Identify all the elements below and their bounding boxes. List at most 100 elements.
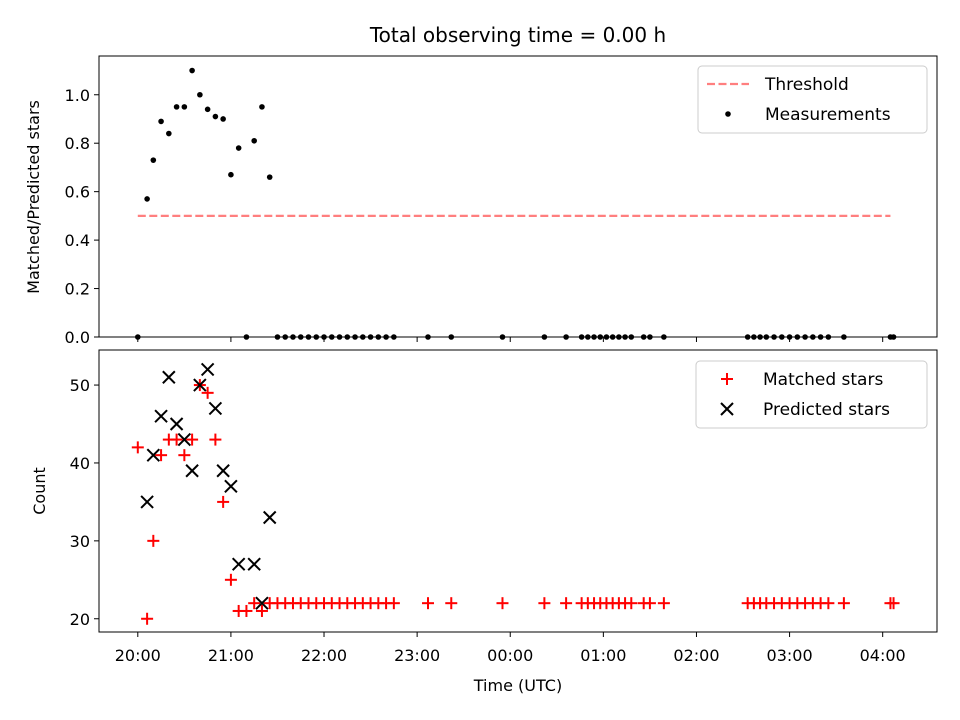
legend-measurements-marker — [725, 111, 731, 117]
count-legend: Matched stars Predicted stars — [695, 360, 928, 429]
measurement-point — [150, 157, 157, 163]
measurement-point — [189, 67, 195, 74]
measurement-point — [259, 104, 265, 110]
count-x-axis-label: Time (UTC) — [473, 676, 562, 695]
matched-star-point — [131, 441, 144, 454]
count-x-tick-label: 22:00 — [301, 646, 347, 665]
count-x-tick-label: 02:00 — [673, 646, 719, 665]
matched-star-point — [186, 433, 199, 446]
count-x-tick-label: 21:00 — [208, 646, 254, 665]
count-legend-box — [695, 360, 928, 429]
legend-threshold-label: Threshold — [764, 75, 849, 95]
measurement-point — [158, 118, 164, 125]
ratio-plot-frame — [98, 55, 938, 338]
measurement-point — [173, 104, 180, 110]
legend-predicted-label: Predicted stars — [763, 400, 890, 420]
count-y-tick-label: 50 — [70, 376, 90, 395]
count-y-tick-label: 40 — [70, 454, 90, 473]
measurement-point — [228, 171, 234, 178]
matched-star-point — [141, 612, 154, 625]
matched-star-point — [209, 433, 222, 446]
measurement-point — [204, 106, 211, 113]
predicted-star-point — [247, 557, 261, 571]
count-x-axis: 20:00 21:00 22:00 23:00 00:00 01:00 02:00 03:00… — [115, 632, 906, 665]
measurement-point — [251, 137, 257, 144]
predicted-star-point — [216, 464, 230, 478]
legend-matched-label: Matched stars — [763, 370, 883, 390]
ratio-y-tick-label: 0.2 — [65, 280, 90, 299]
matched-star-point — [201, 386, 214, 399]
ratio-legend-box — [697, 65, 928, 134]
predicted-star-point — [208, 401, 223, 416]
predicted-star-point — [193, 378, 207, 392]
top-chart-title: Total observing time = 0.00 h — [369, 23, 666, 47]
matched-star-point — [217, 495, 230, 508]
count-plot-frame — [98, 349, 938, 633]
ratio-y-tick-label: 1.0 — [65, 86, 90, 105]
predicted-star-point — [224, 479, 238, 494]
count-x-tick-label: 03:00 — [767, 646, 813, 665]
matched-star-point — [421, 597, 434, 610]
ratio-x-ticks — [137, 337, 884, 342]
ratio-y-tick-label: 0.6 — [65, 183, 90, 202]
count-panel: 20 30 40 50 20:00 21:00 22:00 23:00 00:00 01:00 0… — [30, 349, 938, 695]
matched-star-point — [170, 433, 183, 446]
matched-star-point — [387, 597, 400, 610]
count-y-tick-label: 30 — [70, 532, 90, 551]
legend-predicted-marker — [720, 402, 734, 416]
matched-star-point — [643, 597, 656, 610]
predicted-star-point — [162, 370, 176, 384]
matched-star-point — [445, 597, 458, 610]
count-y-tick-label: 20 — [70, 610, 90, 629]
measurement-point — [166, 130, 172, 137]
measurement-point — [212, 113, 219, 120]
matched-star-point — [837, 597, 850, 610]
predicted-star-point — [146, 448, 161, 462]
count-marks — [131, 362, 900, 625]
predicted-star-point — [231, 557, 246, 571]
matched-star-point — [625, 597, 638, 610]
ratio-panel: 0.0 0.2 0.4 0.6 0.8 1.0 Matched/Predicted sta… — [24, 55, 938, 347]
matched-star-point — [657, 597, 670, 610]
matched-star-point — [240, 604, 253, 617]
predicted-star-point — [200, 362, 215, 377]
predicted-star-point — [169, 417, 184, 431]
count-y-axis-label: Count — [30, 467, 49, 515]
predicted-star-point — [140, 495, 154, 509]
ratio-y-axis: 0.0 0.2 0.4 0.6 0.8 1.0 — [65, 86, 99, 347]
legend-measurements-label: Measurements — [765, 105, 891, 125]
count-x-tick-label: 23:00 — [394, 646, 440, 665]
measurement-point — [266, 174, 273, 180]
matched-star-point — [538, 597, 551, 610]
matched-star-point — [147, 534, 160, 547]
measurement-point — [235, 145, 242, 151]
matched-star-point — [560, 597, 573, 610]
predicted-star-point — [177, 432, 192, 447]
matched-star-point — [248, 597, 261, 610]
matched-star-point — [224, 573, 237, 586]
count-x-tick-label: 01:00 — [580, 646, 626, 665]
count-x-tick-label: 04:00 — [860, 646, 906, 665]
measurement-point — [197, 91, 203, 98]
predicted-star-point — [262, 510, 277, 525]
ratio-legend: Threshold Measurements — [697, 65, 928, 134]
count-x-tick-label: 20:00 — [115, 646, 161, 665]
matched-star-point — [155, 449, 168, 462]
matched-star-point — [496, 597, 509, 610]
matched-star-point — [178, 449, 191, 462]
ratio-y-axis-label: Matched/Predicted stars — [24, 100, 43, 294]
ratio-y-tick-label: 0.8 — [65, 134, 90, 153]
measurement-point — [181, 104, 188, 110]
measurement-point — [144, 196, 150, 202]
predicted-star-point — [154, 409, 168, 423]
measurement-point — [220, 116, 226, 122]
ratio-y-tick-label: 0.4 — [65, 231, 90, 250]
matched-star-point — [822, 597, 835, 610]
matched-star-point — [887, 597, 900, 610]
predicted-star-point — [255, 596, 269, 610]
legend-matched-marker — [721, 373, 733, 385]
predicted-star-point — [185, 464, 199, 478]
matched-star-point — [255, 604, 268, 617]
ratio-y-tick-label: 0.0 — [65, 328, 90, 347]
